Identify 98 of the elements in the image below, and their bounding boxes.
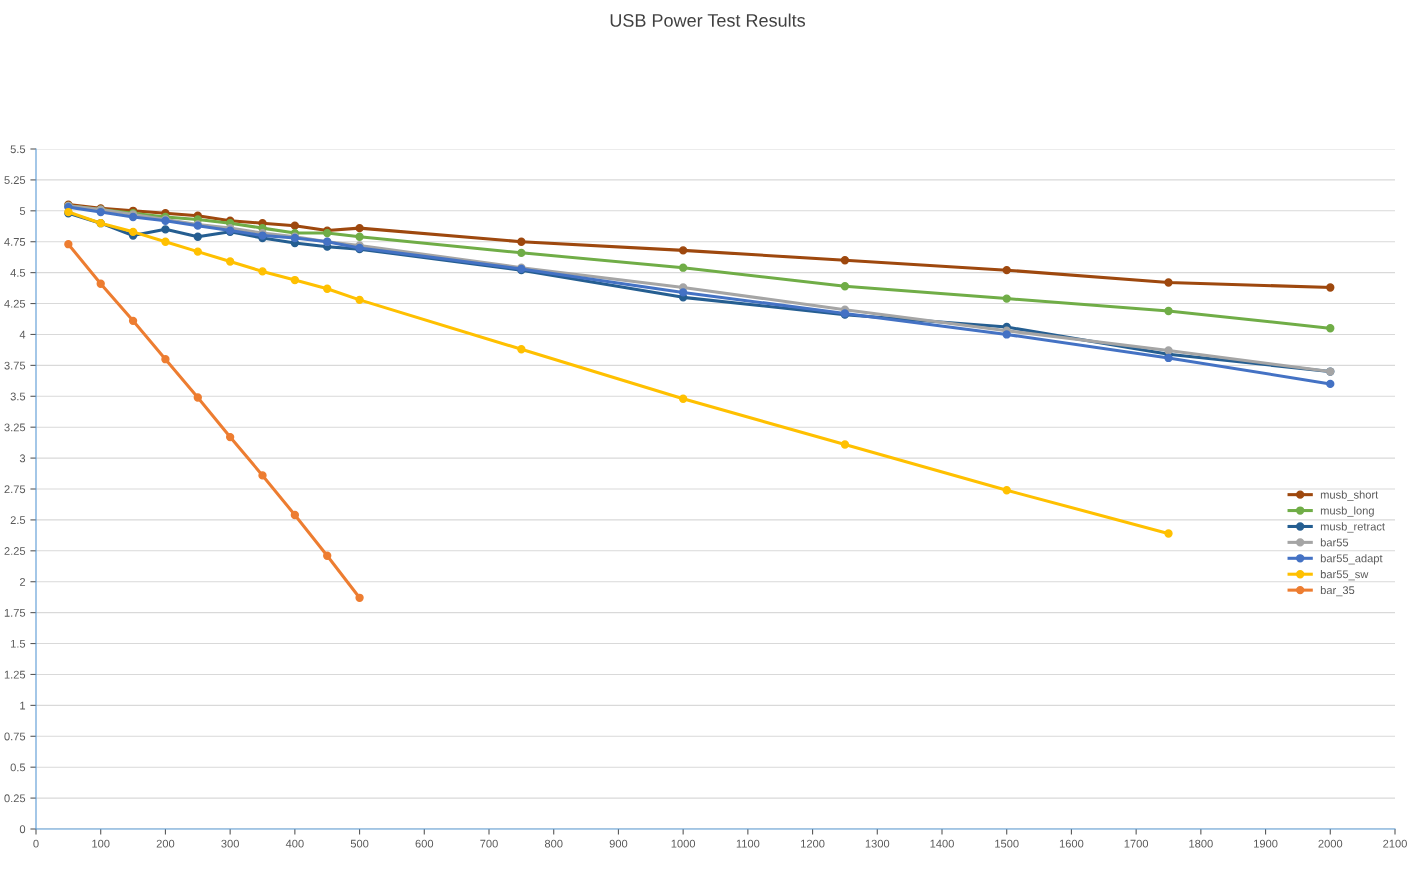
point <box>678 394 688 403</box>
x-tick-label: 1000 <box>671 839 696 848</box>
y-tick-label: 3.5 <box>10 392 26 401</box>
point <box>355 223 364 233</box>
legend-label: musb_retract <box>1320 522 1385 533</box>
point <box>290 510 300 520</box>
y-tick-label: 1.25 <box>4 670 26 679</box>
point <box>161 225 170 234</box>
point <box>258 471 267 480</box>
point <box>517 237 526 246</box>
point <box>1002 486 1011 495</box>
legend-label: musb_short <box>1320 490 1379 501</box>
y-tick-label: 2.5 <box>10 516 26 525</box>
point <box>355 593 364 602</box>
x-tick-label: 200 <box>156 839 175 848</box>
point <box>678 263 688 272</box>
point <box>1164 278 1173 287</box>
point <box>355 295 364 305</box>
point <box>193 393 202 402</box>
x-tick-label: 0 <box>33 839 39 848</box>
y-tick-label: 4.5 <box>10 269 26 277</box>
point <box>355 232 364 241</box>
y-tick-label: 0.5 <box>10 763 26 772</box>
y-tick-label: 0.75 <box>4 732 26 741</box>
y-tick-label: 5.25 <box>4 176 26 185</box>
point <box>323 551 332 560</box>
point <box>161 237 170 246</box>
point <box>128 316 138 326</box>
point <box>1164 306 1173 316</box>
point <box>193 232 202 241</box>
x-tick-label: 2100 <box>1383 839 1407 848</box>
point <box>840 282 850 291</box>
x-tick-label: 600 <box>415 839 434 848</box>
x-tick-label: 1100 <box>736 839 760 848</box>
y-tick-label: 4 <box>19 330 26 339</box>
chart-title: USB Power Test Results <box>610 13 806 27</box>
point <box>1164 529 1173 538</box>
point <box>128 227 138 237</box>
point <box>840 440 850 449</box>
y-tick-label: 4.75 <box>4 238 26 246</box>
x-tick-label: 1600 <box>1059 839 1084 848</box>
y-tick-label: 4.25 <box>4 299 26 308</box>
point <box>1326 283 1335 292</box>
x-tick-label: 1700 <box>1124 839 1149 848</box>
x-tick-label: 1300 <box>865 839 890 848</box>
y-tick-label: 3.75 <box>4 361 26 370</box>
point <box>161 355 170 364</box>
legend-label: musb_long <box>1320 506 1374 517</box>
y-tick-label: 1.5 <box>10 639 26 648</box>
point <box>1164 346 1173 355</box>
point <box>323 284 332 293</box>
x-tick-label: 1200 <box>801 839 825 848</box>
legend-label: bar_35 <box>1320 585 1355 597</box>
x-tick-label: 500 <box>350 839 369 848</box>
x-tick-label: 900 <box>609 839 628 848</box>
point <box>678 288 688 297</box>
point <box>517 345 526 354</box>
y-tick-label: 1 <box>20 701 26 710</box>
point <box>290 221 300 230</box>
point <box>258 267 267 276</box>
x-tick-label: 800 <box>544 839 563 848</box>
x-tick-label: 100 <box>92 839 110 848</box>
y-tick-label: 5 <box>19 207 26 215</box>
legend-label: bar55_sw <box>1320 570 1369 581</box>
point <box>1326 324 1335 333</box>
point <box>290 275 300 285</box>
legend-label: bar55_adapt <box>1320 554 1383 565</box>
x-tick-label: 2000 <box>1318 839 1343 848</box>
x-tick-label: 400 <box>285 839 304 848</box>
x-tick-label: 1800 <box>1189 839 1213 848</box>
point <box>678 246 688 255</box>
point <box>1164 353 1173 363</box>
point <box>225 432 235 442</box>
point <box>96 279 105 288</box>
y-tick-label: 2.75 <box>4 485 26 494</box>
point <box>1002 330 1011 339</box>
point <box>1326 379 1335 389</box>
point <box>64 240 73 249</box>
y-tick-label: 2 <box>19 577 26 586</box>
point <box>225 257 235 266</box>
point <box>840 256 850 265</box>
legend-label: bar55 <box>1320 538 1349 547</box>
point <box>1002 294 1011 303</box>
x-tick-label: 1900 <box>1254 839 1278 848</box>
x-tick-label: 700 <box>480 839 498 848</box>
y-tick-label: 0 <box>19 825 26 834</box>
y-tick-label: 0.25 <box>4 794 26 803</box>
y-tick-label: 3 <box>19 454 26 463</box>
point <box>193 247 202 256</box>
y-tick-label: 5.5 <box>10 145 26 154</box>
y-tick-label: 3.25 <box>4 423 26 432</box>
y-tick-label: 1.75 <box>4 609 26 617</box>
x-tick-label: 1400 <box>930 839 954 848</box>
x-tick-label: 1500 <box>995 839 1019 848</box>
y-tick-label: 2.25 <box>4 547 26 555</box>
x-tick-label: 300 <box>221 839 239 848</box>
point <box>517 248 526 258</box>
point <box>1002 265 1011 275</box>
